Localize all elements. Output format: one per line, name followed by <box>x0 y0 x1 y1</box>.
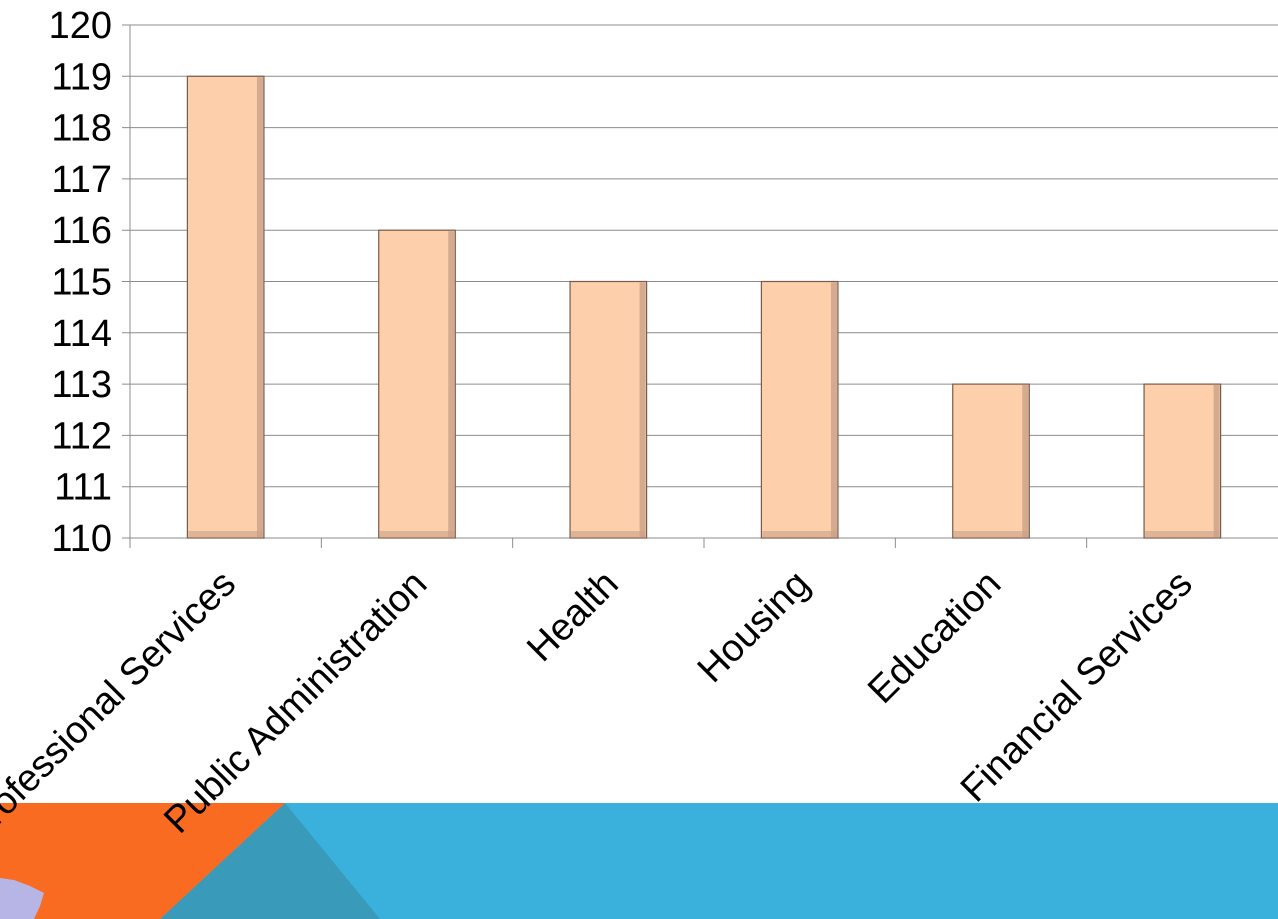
y-tick-label: 118 <box>51 108 112 150</box>
footer-banner <box>0 803 1278 919</box>
bars <box>186 75 1222 539</box>
bar-edge-shade <box>256 77 263 538</box>
bar <box>1143 383 1222 539</box>
bar-body <box>186 75 265 539</box>
x-tick-label: Health <box>519 563 626 670</box>
y-tick-label: 110 <box>51 518 112 560</box>
y-tick-label: 113 <box>51 364 112 406</box>
y-tick-label: 116 <box>51 210 112 252</box>
y-tick-label: 112 <box>51 415 112 457</box>
bar-base-shade <box>379 531 455 537</box>
bar <box>569 280 648 539</box>
bar-base-shade <box>762 531 837 537</box>
footer-band-orange <box>0 803 285 919</box>
bar-body <box>952 383 1030 539</box>
bar-base-shade <box>953 531 1029 537</box>
y-tick-label: 117 <box>51 159 112 201</box>
y-axis: 110 111 112 113 114 115 116 117 118 119 120 <box>49 5 131 560</box>
x-tick-label: Housing <box>690 563 818 691</box>
bar-edge-shade <box>639 282 646 537</box>
bar-base-shade <box>571 531 646 537</box>
bar-edge-shade <box>448 231 455 537</box>
bar <box>186 75 265 539</box>
bar <box>952 383 1030 539</box>
y-tick-label: 111 <box>54 467 112 509</box>
bar-edge-shade <box>1213 385 1220 537</box>
map-icon <box>0 878 44 919</box>
bar-base-shade <box>1145 531 1220 537</box>
bar-body <box>569 280 648 539</box>
y-tick-label: 119 <box>51 56 112 98</box>
bar <box>760 280 839 539</box>
bar <box>378 229 456 539</box>
footer-band-teal <box>160 803 380 919</box>
y-tick-label: 115 <box>51 262 112 304</box>
x-tick-label: Education <box>860 563 1009 712</box>
bar-body <box>760 280 839 539</box>
bar-edge-shade <box>1022 385 1029 537</box>
bar-body <box>1143 383 1222 539</box>
bar-body <box>378 229 456 539</box>
y-tick-label: 114 <box>51 313 112 355</box>
bar-base-shade <box>188 531 263 537</box>
bar-edge-shade <box>830 282 837 537</box>
y-tick-label: 120 <box>49 5 112 47</box>
gridlines <box>122 24 1278 539</box>
